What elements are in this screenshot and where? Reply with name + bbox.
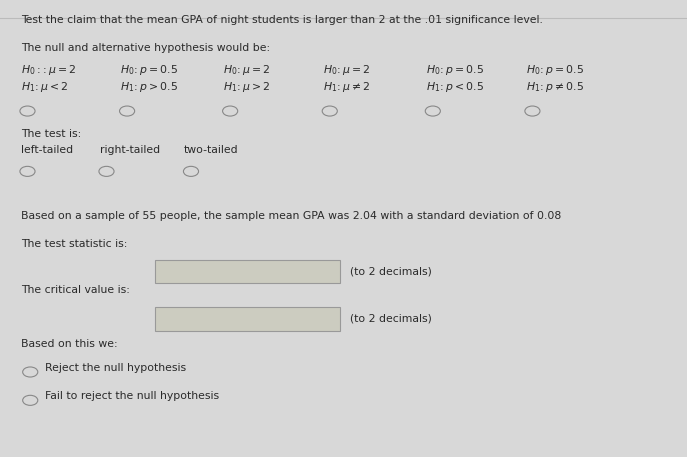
Text: $H_0\!:p = 0.5$: $H_0\!:p = 0.5$ <box>120 63 178 77</box>
Text: right-tailed: right-tailed <box>100 145 160 155</box>
Text: Fail to reject the null hypothesis: Fail to reject the null hypothesis <box>45 391 218 401</box>
Text: $H_1\!:\mu < 2$: $H_1\!:\mu < 2$ <box>21 80 68 94</box>
Text: $H_1\!:\mu > 2$: $H_1\!:\mu > 2$ <box>223 80 271 94</box>
Text: $H_1\!:\mu \neq 2$: $H_1\!:\mu \neq 2$ <box>323 80 370 94</box>
FancyBboxPatch shape <box>155 307 340 331</box>
Text: $H_0\!:p = 0.5$: $H_0\!:p = 0.5$ <box>426 63 484 77</box>
Text: Reject the null hypothesis: Reject the null hypothesis <box>45 363 185 373</box>
Text: Test the claim that the mean GPA of night students is larger than 2 at the .01 s: Test the claim that the mean GPA of nigh… <box>21 15 543 25</box>
Text: Based on a sample of 55 people, the sample mean GPA was 2.04 with a standard dev: Based on a sample of 55 people, the samp… <box>21 211 561 221</box>
Text: $H_0:\!:\mu = 2$: $H_0:\!:\mu = 2$ <box>21 63 76 77</box>
Text: $H_1\!:p \neq 0.5$: $H_1\!:p \neq 0.5$ <box>526 80 583 94</box>
Text: $H_0\!:\mu = 2$: $H_0\!:\mu = 2$ <box>223 63 271 77</box>
Text: The null and alternative hypothesis would be:: The null and alternative hypothesis woul… <box>21 43 270 53</box>
Text: left-tailed: left-tailed <box>21 145 73 155</box>
Text: $H_1\!:p > 0.5$: $H_1\!:p > 0.5$ <box>120 80 178 94</box>
Text: The critical value is:: The critical value is: <box>21 285 129 295</box>
Text: $H_0\!:p = 0.5$: $H_0\!:p = 0.5$ <box>526 63 583 77</box>
Text: The test is:: The test is: <box>21 129 81 139</box>
Text: $H_1\!:p < 0.5$: $H_1\!:p < 0.5$ <box>426 80 484 94</box>
Text: The test statistic is:: The test statistic is: <box>21 239 127 249</box>
FancyBboxPatch shape <box>155 260 340 283</box>
Text: Based on this we:: Based on this we: <box>21 339 117 349</box>
Text: (to 2 decimals): (to 2 decimals) <box>350 314 432 324</box>
Text: (to 2 decimals): (to 2 decimals) <box>350 266 432 276</box>
Text: two-tailed: two-tailed <box>184 145 239 155</box>
Text: $H_0\!:\mu = 2$: $H_0\!:\mu = 2$ <box>323 63 370 77</box>
